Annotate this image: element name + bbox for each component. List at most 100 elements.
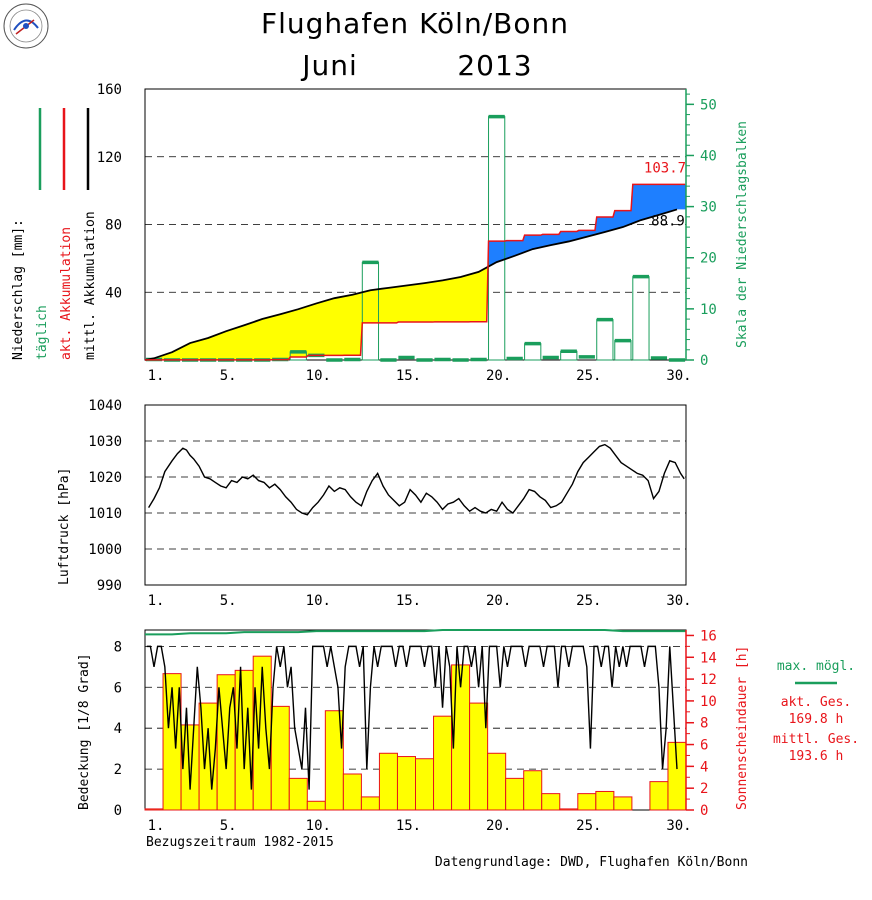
y2-tick-label: 12 [700,672,717,688]
x-tick-label: 5. [220,818,237,834]
sunshine-bar [523,770,543,811]
cloud-cover-line [146,645,678,790]
title-year: 2013 [457,49,532,82]
x-tick-label: 25. [576,368,601,384]
y-tick-label: 80 [105,218,122,234]
sunshine-bar [360,796,380,811]
y2-tick-label: 10 [700,694,717,710]
y2-tick-label: 0 [700,353,708,369]
x-tick-label: 5. [220,593,237,609]
title-line1: Flughafen Köln/Bonn [261,7,569,40]
y-tick-label: 160 [97,82,122,98]
y-tick-label: 6 [114,680,122,696]
x-tick-label: 1. [148,818,165,834]
daily-precip-bar [632,276,650,361]
sunshine-bar [306,800,326,811]
x-tick-label: 5. [220,368,237,384]
y2-tick-label: 20 [700,251,717,267]
precip-y2-label: Skala der Niederschlagsbalken [735,121,750,348]
x-tick-label: 30. [666,818,691,834]
x-tick-label: 20. [486,368,511,384]
y2-tick-label: 2 [700,781,708,797]
y-tick-label: 8 [114,639,122,655]
y2-tick-label: 30 [700,200,717,216]
y-tick-label: 40 [105,285,122,301]
sunshine-bar [667,741,687,811]
sunshine-cloud-chart: 0 2 4 6 8 0 2 4 6 8 10 12 14 16 1. 5. 10. 15. 20. 25. 30. [114,628,717,834]
x-tick-label: 15. [396,818,421,834]
sunshine-bar [433,715,453,811]
pressure-panel-frame [144,404,687,586]
precip-chart: 103.7 88.9 40 80 120 160 0 10 20 30 40 50 1. 5. 10. 15.… [97,82,717,384]
y2-tick-label: 40 [700,148,717,164]
x-tick-label: 25. [576,593,601,609]
title-month: Juni [300,49,358,82]
sunshine-bar [324,710,344,811]
x-tick-label: 30. [666,368,691,384]
legend-mean-label: mittl. Akkumulation [83,211,98,360]
sunshine-bar [415,758,435,811]
y-tick-label: 4 [114,721,122,737]
pressure-line [148,443,685,516]
daily-precip-bar [524,343,542,361]
x-tick-label: 25. [576,818,601,834]
legend-sun-mean-value: 193.6 h [789,749,844,764]
sunshine-bar [559,808,579,811]
y2-tick-label: 14 [700,650,717,666]
y-tick-label: 1010 [88,506,122,522]
y2-tick-label: 50 [700,97,717,113]
actual-total-annotation: 103.7 [644,160,686,176]
cloud-y-label: Bedeckung [1/8 Grad] [77,653,92,810]
y2-tick-label: 16 [700,628,717,644]
sunshine-bar [577,793,597,811]
sunshine-bar [288,777,308,811]
x-tick-label: 1. [148,368,165,384]
y2-tick-label: 8 [700,716,708,732]
y-tick-label: 2 [114,762,122,778]
legend-daily-label: täglich [35,305,50,360]
sunshine-bar [180,724,200,811]
sunshine-bar [487,752,507,811]
legend-sun-mean-label: mittl. Ges. [773,732,859,747]
pressure-y-label: Luftdruck [hPa] [57,468,72,585]
x-tick-label: 10. [306,368,331,384]
x-tick-label: 10. [306,818,331,834]
y-tick-label: 1040 [88,398,122,414]
sunshine-bar [396,756,417,811]
data-source: Datengrundlage: DWD, Flughafen Köln/Bonn [435,855,748,870]
y-tick-label: 120 [97,150,122,166]
sunshine-bar [378,752,398,811]
y2-tick-label: 0 [700,803,708,819]
mean-total-annotation: 88.9 [651,213,685,229]
legend-actual-label: akt. Akkumulation [59,227,74,360]
reference-period: Bezugszeitraum 1982-2015 [146,835,334,850]
sunshine-bar [270,705,290,811]
y-tick-label: 1000 [88,542,122,558]
sunshine-bar [144,808,164,811]
x-tick-label: 10. [306,593,331,609]
y-tick-label: 1020 [88,470,122,486]
sunshine-bar [649,781,669,811]
sunshine-bar [505,777,525,811]
legend-precip-heading: Niederschlag [mm]: [11,219,26,360]
daily-precip-bar [488,116,506,361]
y2-tick-label: 4 [700,759,708,775]
legend-sun-max-label: max. mögl. [777,659,855,674]
x-tick-label: 20. [486,818,511,834]
actual-accum-line [144,183,686,361]
pressure-chart: 990 1000 1010 1020 1030 1040 1. 5. 10. 15. 20. 25. 3… [88,398,691,609]
y-tick-label: 990 [97,578,122,594]
y2-tick-label: 6 [700,738,708,754]
x-tick-label: 20. [486,593,511,609]
legend-sun-act-label: akt. Ges. [781,695,851,710]
x-tick-label: 1. [148,593,165,609]
sunshine-bar [541,793,561,811]
sunshine-bar [613,796,633,811]
mean-accum-line [144,208,678,361]
y2-tick-label: 10 [700,302,717,318]
sunshine-bar [595,790,615,811]
daily-precip-bar [614,340,632,361]
y-tick-label: 1030 [88,434,122,450]
y-tick-label: 0 [114,803,122,819]
